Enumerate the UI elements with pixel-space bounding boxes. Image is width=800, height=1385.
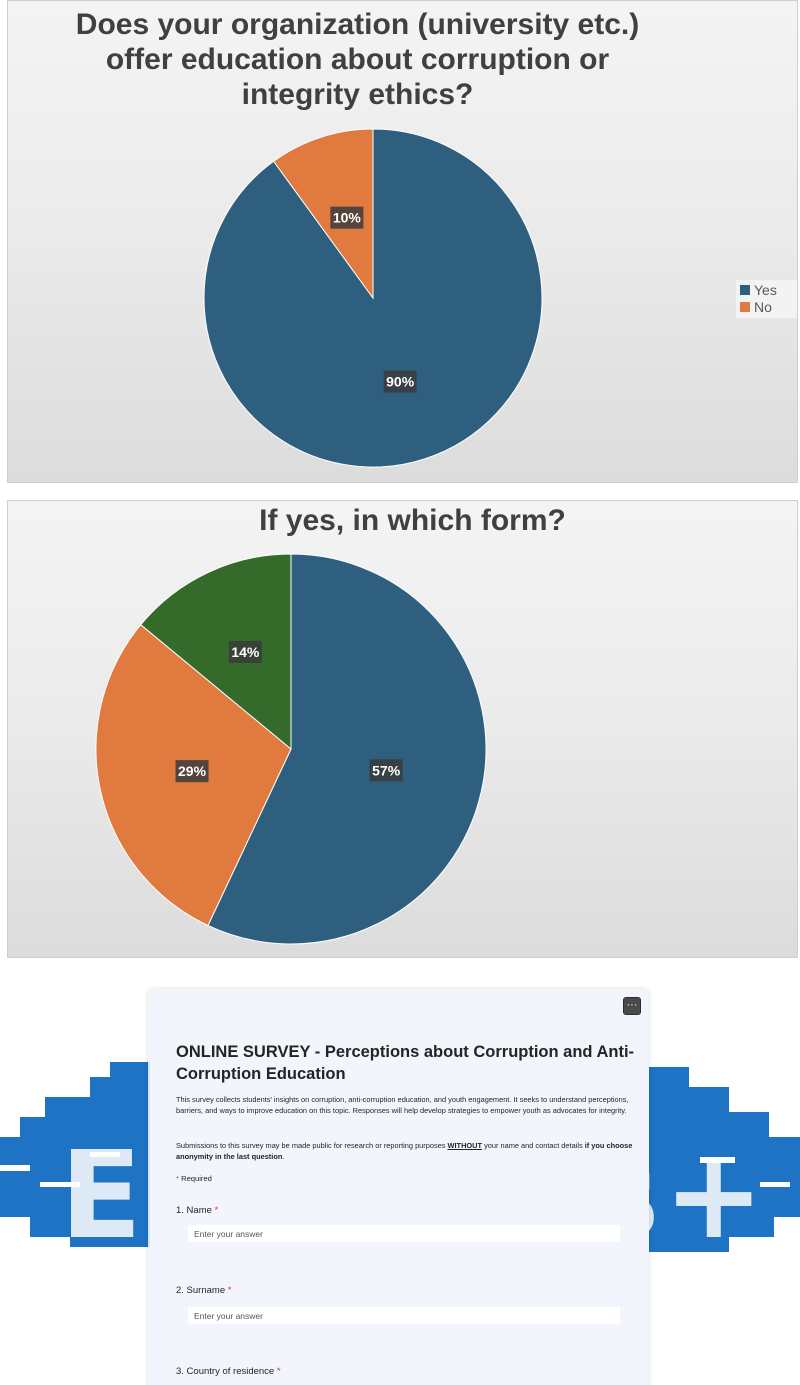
survey-form-card: ··· ONLINE SURVEY - Perceptions about Co… <box>148 989 649 1385</box>
chart-panel-education-form: If yes, in which form? 57%29%14% Undergr… <box>7 500 798 958</box>
survey-privacy-note: Submissions to this survey may be made p… <box>176 1141 636 1162</box>
surname-input[interactable] <box>188 1307 620 1324</box>
name-input[interactable] <box>188 1225 620 1242</box>
required-star: * <box>176 1174 179 1183</box>
question-text: 3. Country of residence <box>176 1366 275 1377</box>
required-star: * <box>276 1366 281 1377</box>
pie-chart-offer-education: 90% 10% <box>203 128 543 468</box>
svg-text:57%: 57% <box>372 762 401 778</box>
legend-swatch <box>740 285 750 295</box>
legend-label: No <box>754 299 772 315</box>
chart-title: Does your organization (university etc.)… <box>75 8 640 111</box>
data-label: 57% <box>369 759 403 782</box>
required-legend: * Required <box>176 1174 212 1183</box>
pie-slice-courses-within-postgraduate-corruption-related-degree <box>140 553 292 751</box>
note-period: . <box>282 1151 285 1161</box>
legend-item: No <box>740 299 797 316</box>
legend-swatch <box>740 302 750 312</box>
pie-slice-undergraduate-courses <box>207 553 487 945</box>
note-emphasis: WITHOUT <box>447 1141 483 1150</box>
pie-slice-no <box>272 128 374 300</box>
note-prefix: Submissions to this survey may be made p… <box>176 1141 448 1150</box>
pie-chart-education-form: 57% 29% 14% <box>95 553 487 945</box>
legend-label: Yes <box>754 282 777 298</box>
erasmus-banner-graphic <box>0 1062 800 1252</box>
data-label: 14% <box>228 640 262 663</box>
more-options-button[interactable]: ··· <box>623 997 641 1015</box>
legend-item: Yes <box>740 282 797 299</box>
svg-text:90%: 90% <box>386 374 415 390</box>
svg-text:10%: 10% <box>333 210 362 226</box>
question-name-label: 1. Name * <box>176 1205 218 1216</box>
survey-description: This survey collects students' insights … <box>176 1095 629 1115</box>
required-label: Required <box>178 1174 212 1183</box>
question-surname-label: 2. Surname * <box>176 1285 231 1296</box>
question-country-label: 3. Country of residence * <box>176 1366 281 1377</box>
svg-text:14%: 14% <box>231 644 260 660</box>
data-label: 10% <box>330 206 364 229</box>
question-text: 2. Surname <box>176 1285 226 1296</box>
pie-slice-yes <box>203 128 543 468</box>
survey-title: ONLINE SURVEY - Perceptions about Corrup… <box>176 1043 635 1083</box>
survey-section: Erasmus+ ··· ONLINE SURVEY - Perceptions… <box>0 962 800 1385</box>
chart-legend: Yes No <box>736 280 797 318</box>
required-star: * <box>214 1205 219 1216</box>
note-bold-end: if you choose anonymity in the last ques… <box>176 1141 633 1161</box>
question-text: 1. Name <box>176 1205 212 1216</box>
chart-panel-offer-education: Does your organization (university etc.)… <box>7 0 798 483</box>
data-label: 90% <box>383 370 417 393</box>
data-label: 29% <box>175 760 209 783</box>
chart-title: If yes, in which form? <box>259 504 566 537</box>
svg-text:29%: 29% <box>178 763 207 779</box>
required-star: * <box>227 1285 232 1296</box>
note-middle: your name and contact details <box>482 1141 585 1150</box>
